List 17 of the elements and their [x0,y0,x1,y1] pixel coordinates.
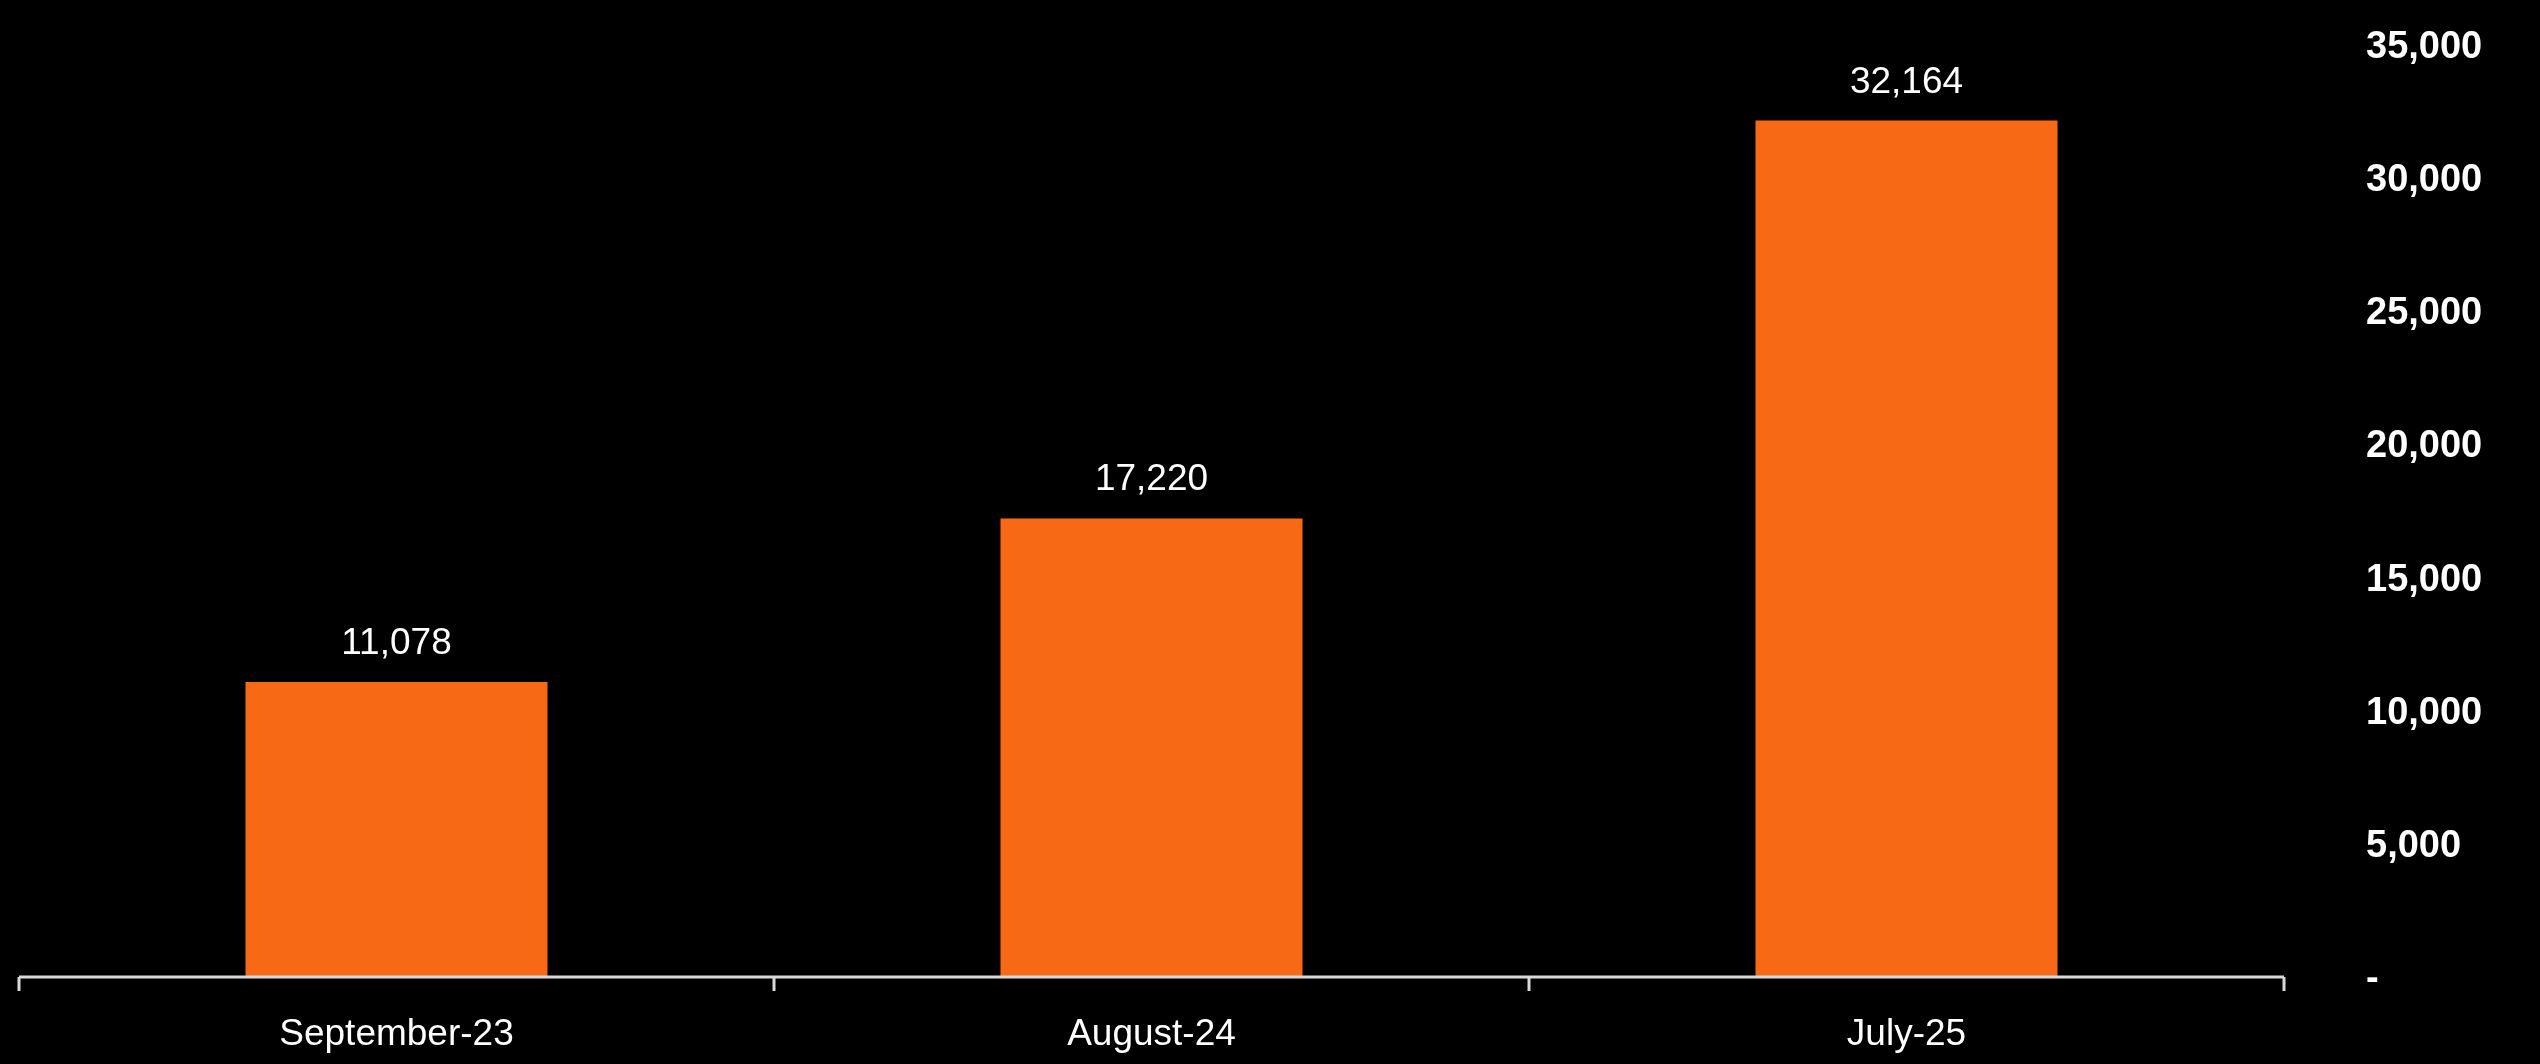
x-tick-label: August-24 [1067,1012,1236,1053]
bar [1755,120,2058,977]
data-label: 17,220 [1094,457,1209,499]
x-tick-label: July-25 [1846,1012,1967,1053]
y-tick-label: - [2366,956,2379,998]
y-tick-label: 5,000 [2366,822,2462,865]
bar [245,682,548,977]
x-tick-label: September-23 [279,1012,514,1053]
y-tick-label: 10,000 [2366,689,2483,732]
y-tick-label: 35,000 [2366,24,2483,66]
y-tick-label: 30,000 [2366,157,2483,200]
data-label: 32,164 [1849,59,1964,101]
data-label: 11,078 [341,621,452,663]
bar [1000,518,1303,977]
y-tick-label: 25,000 [2366,290,2483,333]
y-tick-label: 15,000 [2366,556,2483,599]
y-tick-label: 20,000 [2366,423,2483,466]
